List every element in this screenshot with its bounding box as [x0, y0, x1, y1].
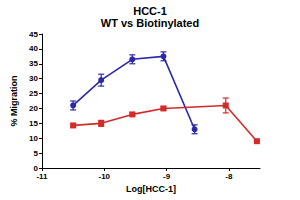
svg-text:30: 30	[29, 74, 38, 83]
svg-text:0: 0	[33, 163, 38, 173]
svg-text:10: 10	[29, 134, 38, 143]
svg-text:-8: -8	[225, 172, 233, 181]
svg-text:Log[HCC-1]: Log[HCC-1]	[126, 184, 176, 194]
svg-text:-10: -10	[99, 172, 111, 181]
svg-text:HCC-1: HCC-1	[133, 5, 167, 17]
svg-text:WT vs Biotinylated: WT vs Biotinylated	[101, 17, 199, 29]
svg-text:-9: -9	[163, 172, 171, 181]
svg-text:15: 15	[29, 119, 38, 128]
svg-text:45: 45	[29, 30, 38, 39]
svg-text:35: 35	[29, 59, 38, 68]
svg-text:20: 20	[29, 104, 38, 113]
svg-text:% Migration: % Migration	[9, 76, 19, 127]
svg-text:25: 25	[29, 89, 38, 98]
svg-text:40: 40	[29, 44, 38, 53]
svg-text:-11: -11	[36, 172, 48, 181]
svg-text:5: 5	[34, 149, 39, 158]
